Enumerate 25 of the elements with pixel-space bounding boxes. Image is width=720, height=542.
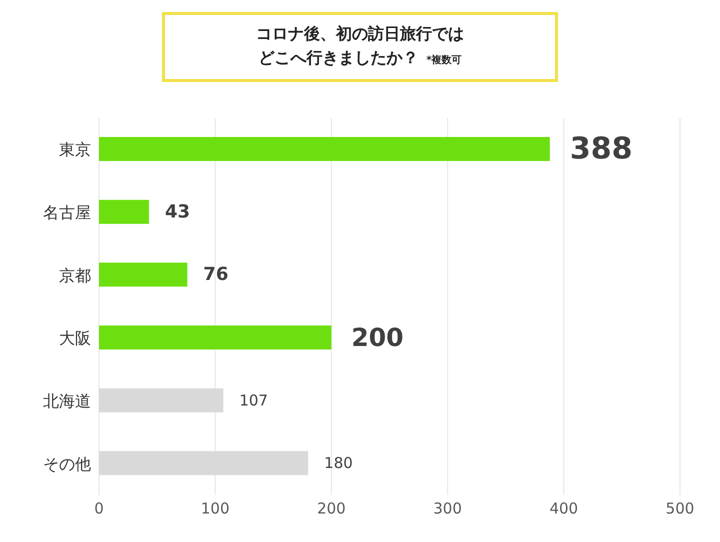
text: *複数可 xyxy=(426,54,462,66)
data-label: 76 xyxy=(203,264,228,286)
y-tick-label: 大阪 xyxy=(59,328,91,348)
x-tick-label: 300 xyxy=(433,500,462,518)
x-tick-label: 200 xyxy=(317,500,346,518)
data-label: 180 xyxy=(324,454,353,472)
data-label: 43 xyxy=(164,201,190,222)
data-label: 200 xyxy=(351,323,404,352)
bar xyxy=(99,262,188,287)
x-tick-label: 500 xyxy=(666,500,694,518)
y-tick-label: その他 xyxy=(43,454,91,474)
y-tick-label: 京都 xyxy=(59,266,91,285)
bar xyxy=(99,326,332,350)
bar xyxy=(99,137,550,161)
bar xyxy=(99,451,308,476)
bar xyxy=(99,200,149,224)
x-tick-label: 400 xyxy=(549,500,578,518)
x-tick-label: 100 xyxy=(200,500,230,518)
y-tick-label: 名古屋 xyxy=(43,202,91,222)
data-label: 107 xyxy=(239,391,268,410)
bar xyxy=(99,388,224,412)
y-tick-label: 北海道 xyxy=(43,391,91,410)
x-tick-label: 0 xyxy=(94,500,104,518)
data-label: 388 xyxy=(570,132,632,166)
y-tick-label: 東京 xyxy=(59,140,91,160)
